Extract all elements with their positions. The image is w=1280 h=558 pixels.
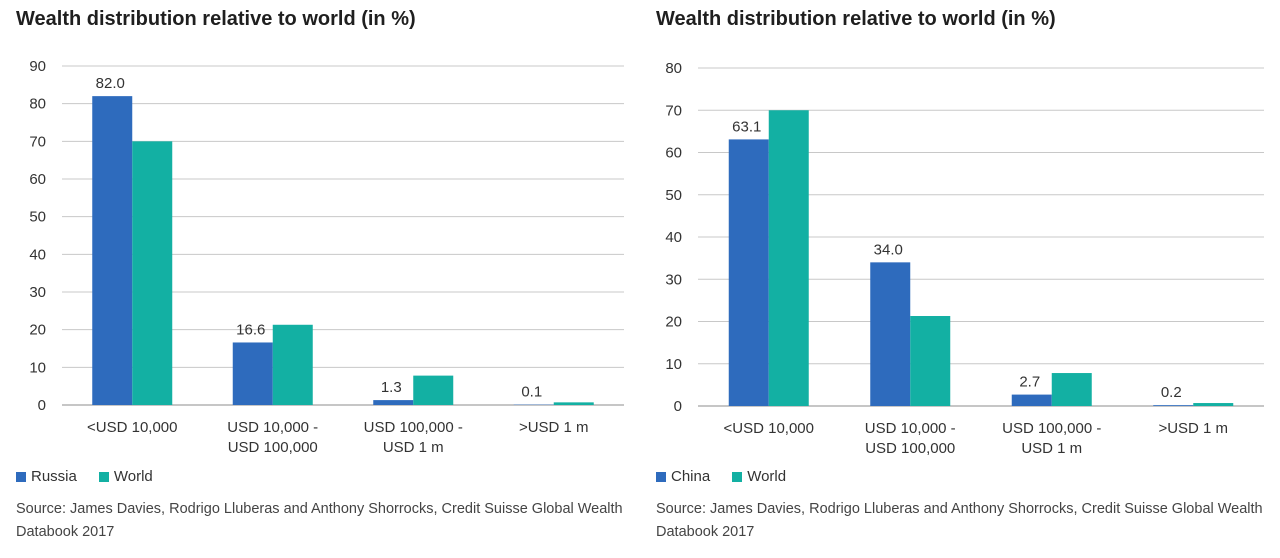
y-tick-label: 20 [29, 322, 46, 339]
data-label: 2.7 [1019, 374, 1040, 391]
bar-world [910, 316, 951, 406]
x-tick-label: >USD 1 m [519, 419, 589, 436]
x-tick-label: USD 1 m [1021, 440, 1082, 457]
bar-world [553, 402, 594, 405]
x-tick-label: USD 100,000 [228, 439, 318, 456]
bar-russia [373, 400, 414, 405]
x-tick-label: USD 100,000 [865, 440, 955, 457]
legend-item-china: China [656, 468, 710, 485]
legend-swatch-russia [16, 471, 26, 482]
legend-item-world: World [98, 468, 153, 485]
data-label: 0.2 [1161, 384, 1182, 401]
bar-russia [92, 96, 133, 405]
data-label: 34.0 [874, 241, 903, 258]
y-tick-label: 20 [665, 314, 682, 331]
y-tick-label: 60 [29, 171, 46, 188]
source-note: Source: James Davies, Rodrigo Lluberas a… [16, 501, 623, 540]
x-tick-label: USD 100,000 - [1002, 420, 1101, 437]
bar-china [870, 262, 911, 406]
x-tick-label: USD 10,000 - [227, 419, 318, 436]
x-tick-label: USD 100,000 - [364, 419, 463, 436]
bar-world [132, 141, 173, 406]
bar-world [413, 375, 454, 405]
y-tick-label: 60 [665, 145, 682, 162]
bar-china [728, 139, 769, 406]
data-label: 16.6 [236, 321, 265, 338]
bar-world [272, 324, 313, 405]
y-tick-label: 70 [665, 102, 682, 119]
y-tick-label: 40 [665, 229, 682, 246]
y-tick-label: 90 [29, 58, 46, 75]
bar-china [1011, 394, 1052, 406]
legend-label: Russia [31, 468, 77, 485]
chart-legend: Russia World [16, 468, 153, 485]
x-tick-label: <USD 10,000 [87, 419, 177, 436]
x-tick-label: USD 10,000 - [865, 420, 956, 437]
chart-title: Wealth distribution relative to world (i… [16, 8, 416, 30]
y-tick-label: 40 [29, 246, 46, 263]
data-label: 0.1 [521, 384, 542, 401]
bar-russia [232, 342, 273, 405]
legend-swatch-china [656, 471, 666, 482]
legend-swatch-world [732, 471, 743, 482]
bar-world [1193, 403, 1234, 406]
x-tick-label: >USD 1 m [1158, 420, 1228, 437]
chart-panel-russia: Wealth distribution relative to world (i… [0, 0, 630, 558]
legend-item-world: World [732, 468, 786, 485]
bar-china [1153, 405, 1194, 406]
data-label: 63.1 [732, 118, 761, 135]
y-tick-label: 50 [665, 187, 682, 204]
chart-title: Wealth distribution relative to world (i… [656, 8, 1056, 30]
bar-chart-russia: 0 10 20 30 40 50 60 70 80 90 82.0 <USD 10,000 16.6 US… [29, 58, 624, 456]
y-tick-label: 70 [29, 133, 46, 150]
bar-world [768, 110, 809, 406]
y-tick-label: 10 [29, 359, 46, 376]
y-tick-label: 30 [29, 284, 46, 301]
bar-world [1051, 373, 1092, 406]
y-tick-label: 10 [665, 356, 682, 373]
x-tick-label: USD 1 m [383, 439, 444, 456]
legend-item-russia: Russia [16, 468, 77, 485]
y-tick-label: 80 [665, 60, 682, 77]
y-tick-label: 50 [29, 209, 46, 226]
legend-label: World [747, 468, 787, 485]
chart-panel-china: Wealth distribution relative to world (i… [640, 0, 1270, 558]
y-tick-label: 30 [665, 271, 682, 288]
legend-label: China [671, 468, 711, 485]
bar-chart-china: 0 10 20 30 40 50 60 70 80 63.1 <USD 10,000 34.0 USD … [665, 60, 1264, 457]
data-label: 82.0 [96, 75, 125, 92]
x-tick-label: <USD 10,000 [724, 420, 814, 437]
legend-swatch-world [98, 471, 109, 482]
data-label: 1.3 [381, 379, 402, 396]
source-note: Source: James Davies, Rodrigo Lluberas a… [656, 501, 1263, 540]
y-tick-label: 0 [38, 397, 46, 414]
chart-legend: China World [656, 468, 786, 485]
legend-label: World [113, 468, 153, 485]
y-tick-label: 80 [29, 96, 46, 113]
y-tick-label: 0 [674, 398, 682, 415]
